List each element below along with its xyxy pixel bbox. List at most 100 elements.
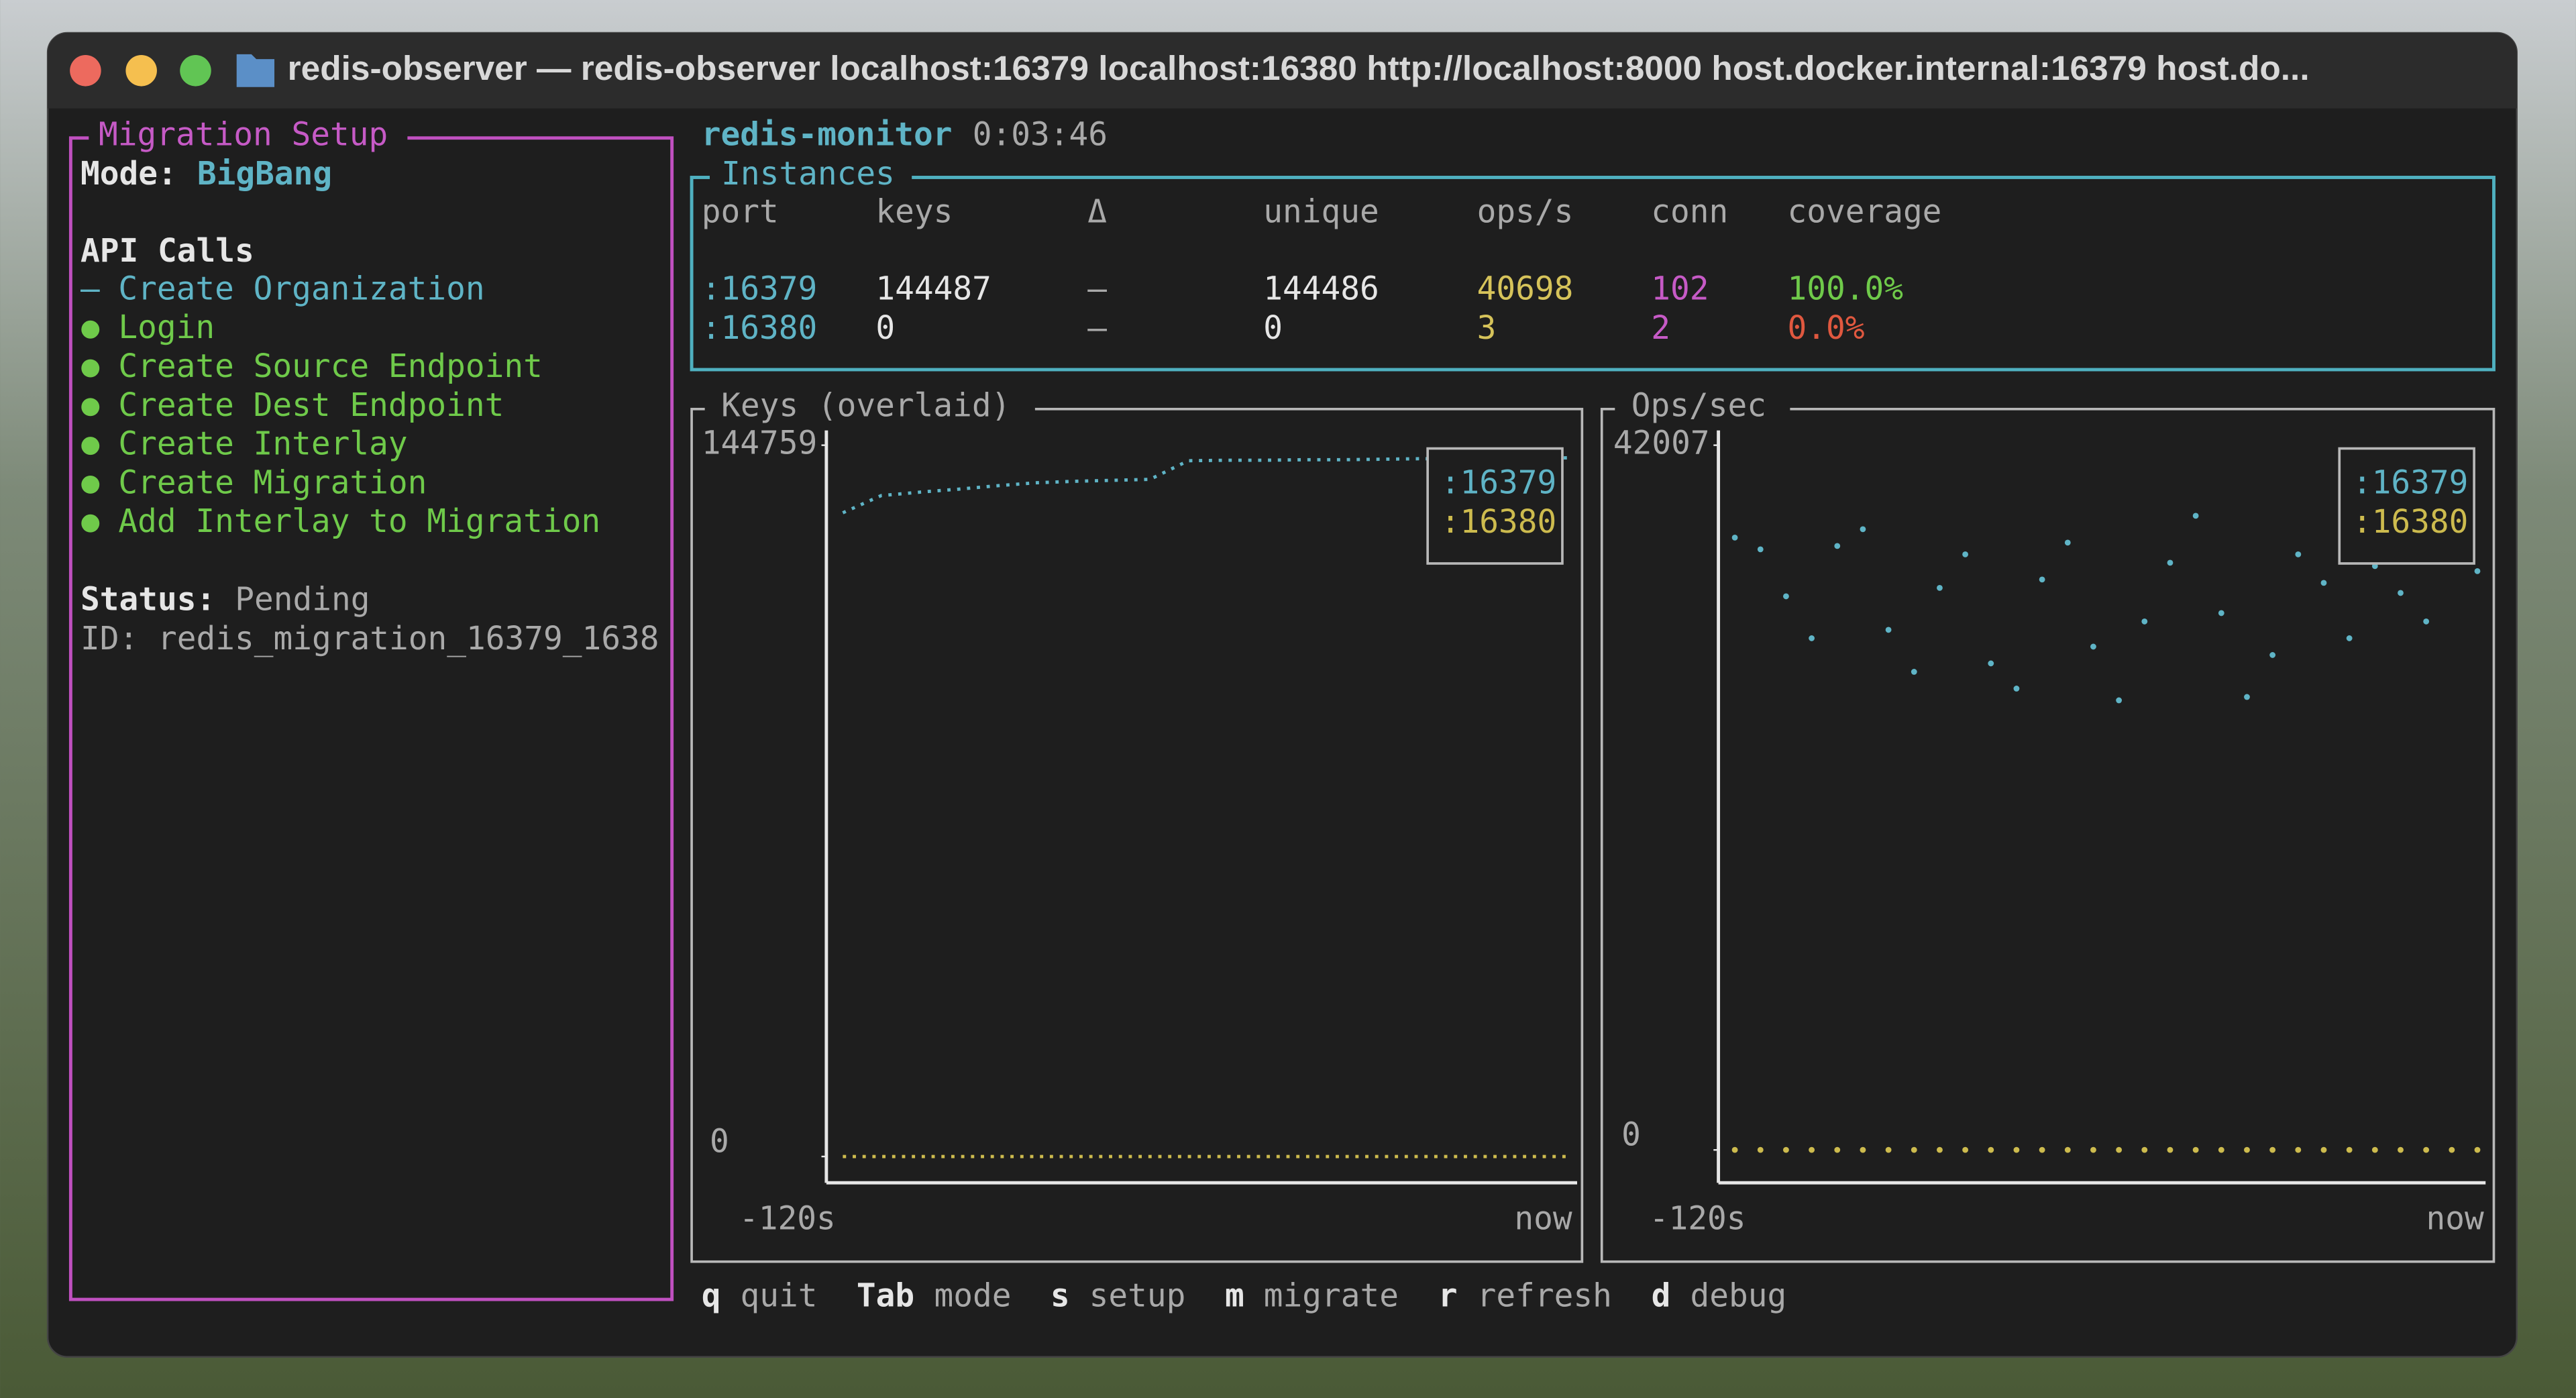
key-action[interactable]: quit bbox=[741, 1278, 818, 1315]
column-header: ops/s bbox=[1477, 193, 1574, 230]
key-action[interactable]: mode bbox=[934, 1278, 1012, 1315]
key-hint[interactable]: d bbox=[1652, 1278, 1671, 1315]
uptime: 0:03:46 bbox=[973, 116, 1108, 153]
mode-value: BigBang bbox=[197, 156, 332, 193]
data-point bbox=[2039, 1146, 2045, 1153]
data-point bbox=[1962, 1146, 1969, 1153]
app-name: redis-monitor bbox=[702, 116, 953, 153]
cell: 0 bbox=[875, 310, 895, 347]
key-hint[interactable]: q bbox=[702, 1278, 721, 1315]
api-call: Login bbox=[118, 309, 215, 346]
cell: 40698 bbox=[1477, 270, 1574, 307]
data-point bbox=[1809, 635, 1815, 641]
api-call: Create Source Endpoint bbox=[118, 348, 542, 385]
terminal-window bbox=[46, 32, 2518, 1358]
done-bullet bbox=[81, 514, 100, 533]
data-point bbox=[2423, 619, 2430, 625]
data-point bbox=[1834, 1146, 1841, 1153]
data-point bbox=[1937, 1146, 1943, 1153]
data-point bbox=[2167, 1146, 2174, 1153]
data-point bbox=[1834, 543, 1841, 549]
data-point bbox=[2320, 580, 2327, 586]
data-point bbox=[2064, 539, 2071, 546]
data-point bbox=[2141, 1146, 2148, 1153]
migration-id: ID: redis_migration_16379_1638 bbox=[80, 621, 659, 657]
data-point bbox=[1783, 1146, 1789, 1153]
data-point bbox=[2013, 1146, 2020, 1153]
chart-panel bbox=[690, 407, 1584, 1263]
data-point bbox=[2474, 1146, 2481, 1153]
title-bar bbox=[48, 32, 2517, 109]
done-bullet bbox=[81, 359, 100, 378]
api-heading: API Calls bbox=[80, 233, 254, 270]
data-point bbox=[2116, 1146, 2123, 1153]
cell: 102 bbox=[1651, 270, 1709, 307]
data-point bbox=[2064, 1146, 2071, 1153]
x-label: -120s bbox=[1650, 1201, 1746, 1238]
window-title: redis-observer — redis-observer localhos… bbox=[288, 48, 2310, 87]
data-point bbox=[2039, 576, 2045, 583]
zoom-button[interactable] bbox=[180, 55, 211, 87]
key-hint[interactable]: s bbox=[1051, 1278, 1070, 1315]
data-point bbox=[1731, 1146, 1738, 1153]
api-call: Create Interlay bbox=[118, 426, 407, 463]
data-point bbox=[1757, 546, 1764, 553]
legend-entry: :16379 bbox=[1441, 464, 1557, 501]
data-point bbox=[2474, 568, 2481, 574]
cell: 0.0% bbox=[1787, 310, 1864, 347]
title-gap bbox=[704, 390, 1035, 427]
minimize-button[interactable] bbox=[125, 55, 157, 87]
data-point bbox=[2192, 513, 2199, 519]
key-hint[interactable]: Tab bbox=[857, 1278, 914, 1315]
data-point bbox=[1988, 660, 1994, 667]
key-hint[interactable]: m bbox=[1225, 1278, 1244, 1315]
data-point bbox=[2269, 1146, 2276, 1153]
data-point bbox=[1911, 1146, 1917, 1153]
data-point bbox=[1809, 1146, 1815, 1153]
panel-title: Migration Setup bbox=[99, 116, 388, 153]
y-tick-label: 0 bbox=[1621, 1117, 1641, 1154]
data-point bbox=[1885, 1146, 1892, 1153]
column-header: conn bbox=[1651, 193, 1728, 230]
done-bullet bbox=[81, 320, 100, 339]
key-action[interactable]: setup bbox=[1089, 1278, 1186, 1315]
data-point bbox=[2090, 643, 2096, 650]
cell: 3 bbox=[1477, 310, 1497, 347]
data-point bbox=[2320, 1146, 2327, 1153]
chart-title: Keys (overlaid) bbox=[721, 387, 1010, 424]
data-point bbox=[2244, 694, 2250, 700]
done-bullet bbox=[81, 475, 100, 494]
key-action[interactable]: refresh bbox=[1477, 1278, 1612, 1315]
legend bbox=[1426, 447, 1564, 565]
key-hint[interactable]: r bbox=[1438, 1278, 1458, 1315]
data-point bbox=[2371, 1146, 2378, 1153]
key-action[interactable]: debug bbox=[1690, 1278, 1786, 1315]
column-header: coverage bbox=[1787, 193, 1941, 230]
chart-title: Ops/sec bbox=[1631, 387, 1766, 424]
cell: :16380 bbox=[702, 310, 818, 347]
column-header: port bbox=[702, 193, 779, 230]
status-value: Pending bbox=[235, 581, 370, 618]
data-point bbox=[2192, 1146, 2199, 1153]
title-gap bbox=[709, 158, 912, 194]
cell: 0 bbox=[1263, 310, 1283, 347]
column-header: unique bbox=[1263, 193, 1379, 230]
chart-panel bbox=[1600, 407, 2496, 1263]
data-point bbox=[2398, 1146, 2404, 1153]
data-point bbox=[2423, 1146, 2430, 1153]
data-point bbox=[2398, 590, 2404, 596]
data-point bbox=[2269, 652, 2276, 658]
data-point bbox=[1731, 534, 1738, 541]
instances-panel bbox=[690, 176, 2496, 372]
cell: 2 bbox=[1651, 310, 1670, 347]
y-tick-label: 144759 bbox=[702, 425, 818, 462]
close-button[interactable] bbox=[70, 55, 101, 87]
data-point bbox=[1988, 1146, 1994, 1153]
key-action[interactable]: migrate bbox=[1264, 1278, 1399, 1315]
data-point bbox=[2346, 1146, 2353, 1153]
data-point bbox=[1860, 1146, 1866, 1153]
legend-entry: :16380 bbox=[2353, 504, 2469, 541]
data-point bbox=[1962, 551, 1969, 557]
done-bullet bbox=[81, 437, 100, 455]
